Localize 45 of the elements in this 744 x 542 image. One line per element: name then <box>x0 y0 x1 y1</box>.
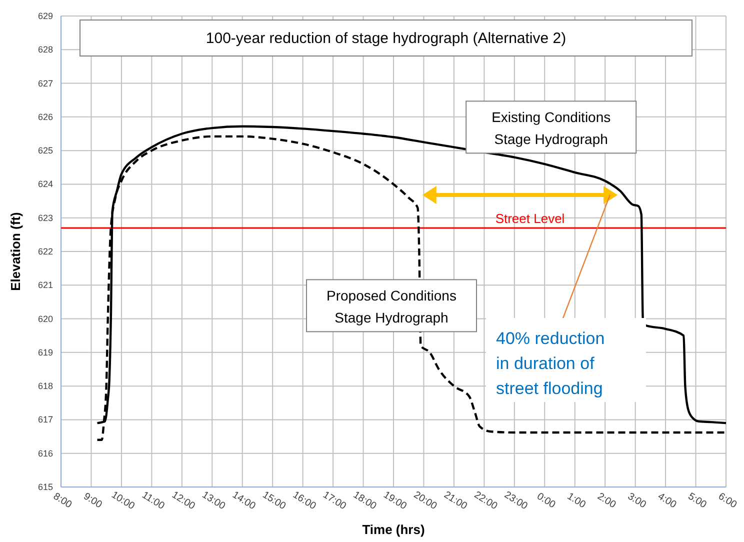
x-tick-label: 19:00 <box>381 490 409 512</box>
x-tick-label: 17:00 <box>320 490 348 512</box>
x-tick-label: 4:00 <box>656 491 678 511</box>
y-tick-label: 628 <box>38 44 53 55</box>
y-tick-label: 617 <box>38 414 53 425</box>
x-tick-label: 1:00 <box>565 491 588 511</box>
x-tick-label: 9:00 <box>81 491 104 511</box>
annotation: 40% reduction in duration of street flooding <box>496 329 605 398</box>
y-tick-label: 627 <box>38 78 53 88</box>
x-tick-label: 16:00 <box>290 490 318 512</box>
y-tick-label: 623 <box>38 212 53 223</box>
y-tick-label: 620 <box>38 314 53 324</box>
x-axis-title: Time (hrs) <box>362 522 425 537</box>
y-tick-label: 624 <box>38 179 53 190</box>
text: 100-year reduction of stage hydrograph (Alternative 2) <box>206 30 566 47</box>
y-axis-title: Elevation (ft) <box>8 212 23 291</box>
x-tick-label: 0:00 <box>534 491 558 511</box>
y-tick-label: 622 <box>38 246 53 256</box>
y-tick-label: 618 <box>38 381 53 392</box>
series-label: Existing Conditions Stage Hydrograph <box>492 109 611 148</box>
x-tick-label: 8:00 <box>51 491 74 511</box>
y-tick-label: 621 <box>38 280 53 290</box>
y-tick-label: 616 <box>38 448 53 458</box>
x-tick-label: 3:00 <box>625 491 648 511</box>
x-tick-label: 21:00 <box>442 490 470 512</box>
x-tick-label: 11:00 <box>140 490 167 512</box>
x-tick-label: 2:00 <box>595 491 618 511</box>
y-tick-label: 615 <box>38 482 53 492</box>
x-tick-label: 14:00 <box>230 490 258 512</box>
x-tick-label: 22:00 <box>472 490 500 512</box>
x-tick-label: 12:00 <box>170 490 198 512</box>
y-tick-label: 626 <box>38 112 53 122</box>
x-tick-label: 23:00 <box>502 490 530 512</box>
y-tick-label: 619 <box>38 347 53 358</box>
x-tick-label: 15:00 <box>260 490 288 512</box>
x-tick-label: 13:00 <box>200 490 228 512</box>
y-tick-label: 629 <box>38 11 53 21</box>
x-tick-label: 10:00 <box>109 490 137 512</box>
text: Proposed Conditions Stage Hydrograph <box>326 288 456 326</box>
x-tick-label: 5:00 <box>686 491 709 511</box>
ref-line-label: Street Level <box>495 210 565 226</box>
y-tick-label: 625 <box>38 146 53 156</box>
x-tick-label: 20:00 <box>412 490 439 512</box>
x-tick-label: 18:00 <box>351 490 378 512</box>
x-tick-label: 6:00 <box>716 491 739 511</box>
